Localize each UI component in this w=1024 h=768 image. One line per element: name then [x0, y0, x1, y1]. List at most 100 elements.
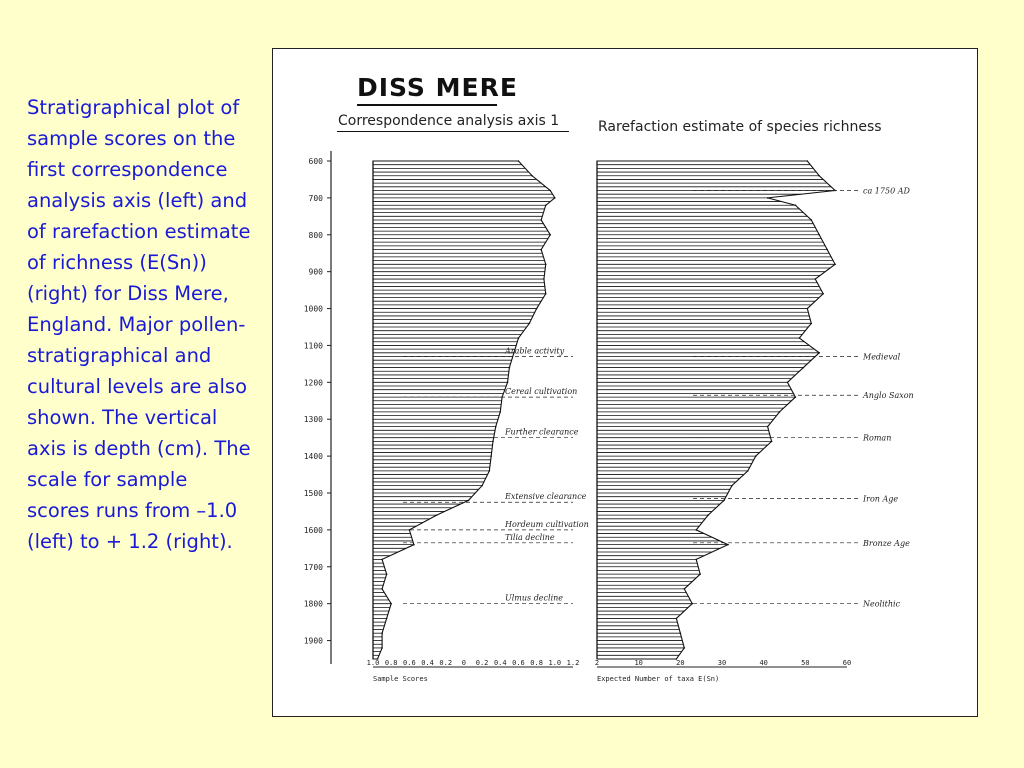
- left-point: [435, 514, 438, 516]
- depth-tick-label: 1400: [304, 452, 323, 461]
- left-level-label: Extensive clearance: [504, 492, 587, 501]
- right-point: [723, 499, 725, 502]
- left-point: [531, 174, 533, 177]
- left-point: [517, 337, 520, 339]
- right-point: [794, 204, 797, 207]
- right-panel-title: Rarefaction estimate of species richness: [598, 119, 882, 135]
- right-plot: 2 10 20 30 40 50 60 Expected Number of taxa E(S…: [595, 160, 851, 683]
- left-x-axis-label: Sample Scores: [373, 675, 428, 683]
- left-point: [385, 617, 388, 620]
- right-point: [746, 470, 749, 472]
- left-panel-title: Correspondence analysis axis 1: [338, 113, 560, 129]
- right-point: [802, 366, 805, 369]
- right-point: [727, 543, 729, 546]
- right-point: [675, 617, 678, 620]
- left-point: [544, 293, 547, 295]
- left-point: [467, 499, 470, 502]
- left-level-label: Hordeum cultivation: [504, 520, 589, 529]
- left-point: [544, 204, 547, 207]
- title-underline: [357, 104, 497, 106]
- left-plot: 1.0 0.8 0.6 0.4 0.2 0 0.2 0.4 0.6 0.8 1.0 1.2 Sample…: [367, 160, 580, 683]
- figure-panel: DISS MERE Correspondence analysis axis 1…: [272, 48, 978, 717]
- figure-title: DISS MERE: [357, 73, 518, 102]
- left-point: [381, 588, 383, 590]
- right-x-axis-label: Expected Number of taxa E(Sn): [597, 675, 719, 683]
- right-level-label: Anglo Saxon: [862, 391, 914, 400]
- right-level-label: Neolithic: [862, 600, 901, 609]
- right-profile: [596, 160, 837, 660]
- left-point: [381, 647, 383, 649]
- left-point: [490, 455, 492, 457]
- right-x-tick-label: 10: [634, 659, 642, 667]
- left-point: [408, 529, 411, 531]
- right-level-label: Medieval: [862, 353, 901, 362]
- left-point: [381, 558, 383, 561]
- right-point: [822, 293, 824, 295]
- right-point: [818, 352, 821, 354]
- right-level-label: Bronze Age: [862, 539, 910, 548]
- right-point: [778, 411, 781, 413]
- right-point: [695, 558, 698, 561]
- left-x-tick-label: 0.4: [494, 659, 507, 667]
- right-x-tick-label: 50: [801, 659, 809, 667]
- annotations: Arable activity Cereal cultivation Further…: [403, 187, 914, 609]
- right-point: [707, 514, 709, 516]
- left-point: [492, 440, 494, 443]
- depth-tick-label: 1300: [304, 415, 323, 424]
- left-level-label: Tilia decline: [505, 533, 555, 542]
- right-point: [754, 455, 757, 457]
- left-point: [540, 248, 542, 251]
- right-point: [699, 573, 701, 575]
- right-point: [691, 602, 694, 605]
- left-point: [513, 352, 515, 354]
- depth-tick-label: 1800: [304, 600, 323, 609]
- right-point: [695, 529, 698, 531]
- right-x-tick-label: 20: [676, 659, 684, 667]
- right-x-tick-label: 60: [843, 659, 851, 667]
- right-x-tick-label: 30: [718, 659, 726, 667]
- right-point: [810, 322, 813, 325]
- left-point: [528, 322, 531, 325]
- left-profile: [372, 160, 556, 660]
- left-point: [488, 470, 491, 472]
- depth-axis: 600 700 800 900 1000 1100 1200 1300 1400 1500 1600…: [304, 151, 332, 664]
- right-point: [683, 647, 686, 649]
- left-point: [517, 160, 520, 162]
- right-point: [683, 588, 686, 590]
- depth-tick-label: 900: [309, 268, 324, 277]
- right-point: [798, 337, 801, 339]
- right-point: [810, 219, 813, 221]
- right-point: [818, 233, 821, 236]
- right-point: [679, 632, 682, 634]
- depth-tick-label: 1200: [304, 378, 323, 387]
- right-x-tick-label: 2: [595, 659, 599, 667]
- right-point: [766, 197, 769, 199]
- left-x-tick-label: 0.6: [512, 659, 525, 667]
- left-point: [543, 278, 545, 280]
- right-point: [731, 484, 733, 487]
- left-x-tick-label: 0.2: [439, 659, 452, 667]
- left-x-tick-label: 1.0: [367, 659, 380, 667]
- depth-tick-label: 800: [309, 231, 324, 240]
- left-level-label: Ulmus decline: [505, 594, 563, 603]
- right-point: [794, 396, 797, 398]
- left-x-tick-label: 1.0: [548, 659, 561, 667]
- left-panel-title-underline: [337, 131, 569, 132]
- left-point: [390, 602, 392, 605]
- depth-tick-label: 1500: [304, 489, 323, 498]
- left-point: [549, 189, 552, 192]
- left-level-label: Cereal cultivation: [505, 387, 577, 396]
- left-point: [481, 484, 483, 487]
- stratigraphic-plot: 6007008009001000110012001300140015001600…: [304, 151, 914, 683]
- left-point: [544, 263, 547, 266]
- left-point: [494, 425, 497, 428]
- depth-tick-label: 600: [309, 157, 324, 166]
- left-x-tick-label: 0.8: [385, 659, 398, 667]
- left-x-tick-label: 1.2: [567, 659, 580, 667]
- left-x-tick-label: 0.8: [530, 659, 543, 667]
- right-point: [766, 425, 769, 428]
- depth-tick-label: 1000: [304, 305, 323, 314]
- right-point: [826, 248, 828, 251]
- left-level-label: Arable activity: [504, 347, 565, 356]
- left-x-tick-label: 0.2: [476, 659, 489, 667]
